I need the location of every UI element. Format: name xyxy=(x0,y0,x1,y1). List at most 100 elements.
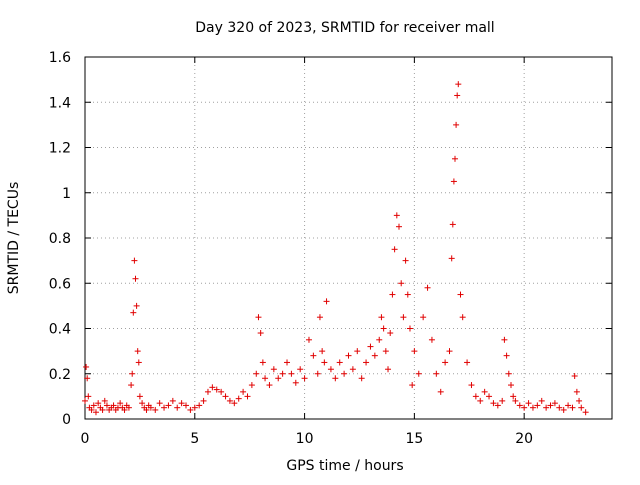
data-point xyxy=(156,400,163,407)
data-point xyxy=(582,409,589,416)
data-point xyxy=(367,343,374,350)
data-point xyxy=(521,404,528,411)
data-point xyxy=(378,314,385,321)
data-point xyxy=(240,388,247,395)
chart-title: Day 320 of 2023, SRMTID for receiver mal… xyxy=(195,20,494,36)
data-point xyxy=(262,375,269,382)
data-point xyxy=(437,388,444,395)
data-point xyxy=(90,402,97,409)
data-point xyxy=(486,393,493,400)
y-tick-label: 1.6 xyxy=(49,50,71,66)
data-point xyxy=(573,388,580,395)
data-point xyxy=(183,402,190,409)
data-point xyxy=(354,348,361,355)
y-axis-label: SRMTID / TECUs xyxy=(6,182,22,295)
data-point xyxy=(494,402,501,409)
y-tick-label: 0.8 xyxy=(49,231,71,247)
data-point xyxy=(92,409,99,416)
data-point xyxy=(213,386,220,393)
data-point xyxy=(130,309,137,316)
data-point xyxy=(196,402,203,409)
data-point xyxy=(556,404,563,411)
data-point xyxy=(576,397,583,404)
data-point xyxy=(477,397,484,404)
y-tick-label: 0.4 xyxy=(49,322,71,338)
x-tick-label: 20 xyxy=(515,431,533,447)
data-point xyxy=(297,366,304,373)
y-tick-label: 1.4 xyxy=(49,95,71,111)
data-point xyxy=(136,393,143,400)
data-point xyxy=(459,314,466,321)
data-point xyxy=(284,359,291,366)
data-point xyxy=(341,370,348,377)
data-point xyxy=(468,382,475,389)
data-point xyxy=(571,373,578,380)
data-point xyxy=(187,406,194,413)
data-point xyxy=(99,406,106,413)
data-point xyxy=(321,359,328,366)
x-tick-label: 15 xyxy=(405,431,423,447)
data-point xyxy=(415,370,422,377)
data-point xyxy=(481,388,488,395)
data-point xyxy=(135,359,142,366)
data-point xyxy=(288,370,295,377)
data-point xyxy=(446,348,453,355)
data-point xyxy=(244,393,251,400)
data-point xyxy=(121,406,128,413)
data-point xyxy=(323,298,330,305)
data-point xyxy=(209,384,216,391)
data-point xyxy=(406,325,413,332)
data-point xyxy=(88,406,95,413)
data-point xyxy=(103,402,110,409)
data-point xyxy=(510,393,517,400)
y-tick-label: 1 xyxy=(62,186,71,202)
plot-frame xyxy=(84,56,613,420)
data-point xyxy=(455,81,462,88)
y-tick-label: 0.6 xyxy=(49,276,71,292)
data-point xyxy=(235,395,242,402)
data-point xyxy=(143,406,150,413)
data-point xyxy=(110,402,117,409)
data-points xyxy=(82,81,589,416)
data-point xyxy=(543,404,550,411)
data-point xyxy=(134,348,141,355)
data-point xyxy=(222,393,229,400)
data-point xyxy=(450,178,457,185)
data-point xyxy=(349,366,356,373)
data-point xyxy=(139,400,146,407)
data-point xyxy=(248,382,255,389)
data-point xyxy=(117,400,124,407)
data-point xyxy=(327,366,334,373)
data-point xyxy=(191,404,198,411)
x-tick-label: 10 xyxy=(296,431,314,447)
axis-ticks xyxy=(84,56,612,420)
x-tick-labels: 0 5 10 15 20 xyxy=(81,431,534,447)
data-point xyxy=(490,400,497,407)
data-point xyxy=(310,352,317,359)
data-point xyxy=(503,352,510,359)
data-point xyxy=(376,336,383,343)
data-point xyxy=(336,359,343,366)
data-point xyxy=(457,291,464,298)
data-point xyxy=(512,397,519,404)
data-point xyxy=(314,370,321,377)
data-point xyxy=(204,388,211,395)
data-point xyxy=(316,314,323,321)
data-point xyxy=(424,284,431,291)
data-point xyxy=(266,382,273,389)
data-point xyxy=(391,246,398,253)
data-point xyxy=(174,404,181,411)
data-point xyxy=(507,382,514,389)
data-point xyxy=(525,400,532,407)
data-point xyxy=(380,325,387,332)
data-point xyxy=(433,370,440,377)
data-point xyxy=(253,370,260,377)
y-tick-label: 1.2 xyxy=(49,141,71,157)
data-point xyxy=(82,397,88,404)
data-point xyxy=(578,404,585,411)
data-point xyxy=(319,348,326,355)
data-point xyxy=(84,375,91,382)
data-point xyxy=(231,400,238,407)
data-point xyxy=(560,406,567,413)
